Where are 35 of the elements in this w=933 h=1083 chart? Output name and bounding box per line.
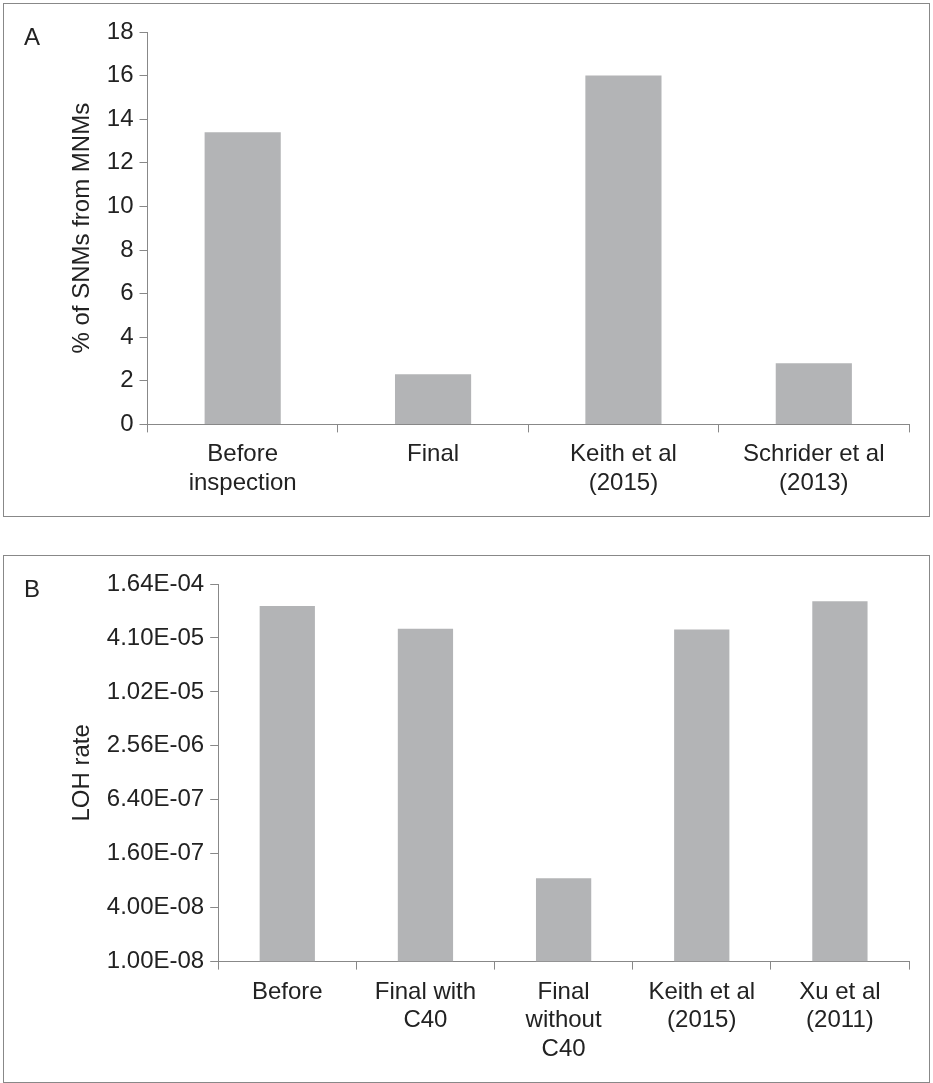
x-tick-label: Before inspection <box>188 439 297 496</box>
x-tick-label: Final with C40 <box>374 976 477 1033</box>
y-tick-label: 1.00E-08 <box>106 946 205 974</box>
y-tick-label: 14 <box>106 103 134 131</box>
y-tick-label: 10 <box>106 191 134 219</box>
x-tick-label: Keith et al (2015) <box>648 976 756 1033</box>
y-axis-title: % of SNMs from MNMs <box>67 102 95 354</box>
y-tick-label: 4 <box>120 321 134 349</box>
y-tick-label: 2 <box>120 365 134 393</box>
bar <box>394 374 472 424</box>
chart-title: A <box>24 22 41 50</box>
bar <box>775 363 852 424</box>
y-tick-label: 6.40E-07 <box>106 784 205 812</box>
y-axis-title: LOH rate <box>67 724 95 822</box>
x-tick-label: Schrider et al (2013) <box>743 439 885 496</box>
y-tick-label: 6 <box>120 278 134 306</box>
y-tick-label: 18 <box>106 16 134 44</box>
bar <box>585 75 662 424</box>
bar <box>204 132 281 424</box>
y-tick-label: 4.00E-08 <box>106 892 205 920</box>
y-tick-label: 4.10E-05 <box>106 622 205 650</box>
y-tick-label: 8 <box>120 234 134 262</box>
x-tick-label: Final <box>407 439 460 467</box>
y-tick-label: 16 <box>106 60 134 88</box>
x-tick-label: Xu et al (2011) <box>799 976 881 1033</box>
x-tick-label: Keith et al (2015) <box>570 439 677 496</box>
y-tick-label: 12 <box>106 147 134 175</box>
x-tick-label: Final without C40 <box>524 976 602 1062</box>
y-tick-label: 0 <box>120 409 134 437</box>
y-tick-label: 1.02E-05 <box>106 676 205 704</box>
y-tick-label: 2.56E-06 <box>106 730 205 758</box>
y-tick-label: 1.64E-04 <box>106 568 205 596</box>
y-tick-label: 1.60E-07 <box>106 838 205 866</box>
x-tick-label: Before <box>251 976 323 1004</box>
chart-title: B <box>24 574 41 602</box>
